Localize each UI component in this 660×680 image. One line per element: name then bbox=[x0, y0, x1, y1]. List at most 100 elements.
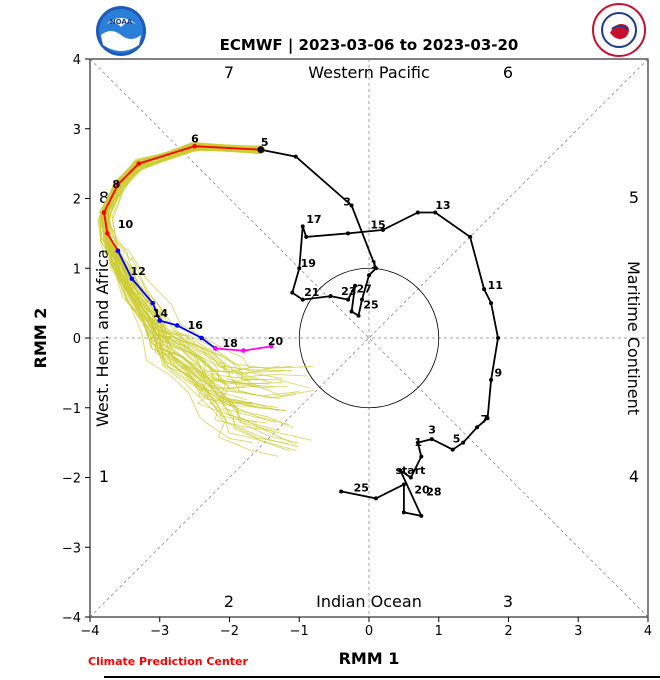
observed-day-label: 3 bbox=[343, 195, 351, 208]
observed-day-label: 9 bbox=[495, 366, 503, 379]
observed-point bbox=[304, 234, 309, 239]
observed-point bbox=[349, 203, 354, 208]
forecast-point bbox=[136, 161, 142, 166]
region-label-top: Western Pacific bbox=[308, 63, 430, 82]
x-tick-label: −4 bbox=[80, 624, 99, 639]
forecast-point bbox=[101, 210, 107, 215]
observed-day-label: 23 bbox=[341, 285, 356, 298]
observed-day-label: 28 bbox=[426, 486, 441, 499]
forecast-day-label: 20 bbox=[268, 335, 284, 348]
observed-day-label: 21 bbox=[304, 286, 319, 299]
observed-point bbox=[461, 440, 466, 445]
observed-day-label: 3 bbox=[428, 424, 436, 437]
forecast-point bbox=[129, 276, 135, 282]
observed-point bbox=[401, 510, 406, 515]
observed-point bbox=[415, 440, 420, 445]
observed-day-label: 20 bbox=[414, 484, 430, 497]
observed-point bbox=[300, 297, 305, 302]
observed-point bbox=[489, 301, 494, 306]
phase-number-8: 8 bbox=[99, 188, 109, 207]
observed-point bbox=[485, 416, 490, 421]
phase-number-7: 7 bbox=[224, 63, 234, 82]
forecast-point bbox=[241, 348, 246, 353]
observed-day-label: 5 bbox=[453, 433, 461, 446]
observed-point bbox=[419, 513, 424, 518]
observed-track bbox=[258, 147, 501, 518]
observed-day-label: start bbox=[396, 464, 426, 477]
observed-point bbox=[408, 475, 413, 480]
ensemble-member-line bbox=[100, 144, 264, 443]
x-tick-label: −3 bbox=[150, 624, 169, 639]
x-axis-label: RMM 1 bbox=[339, 649, 400, 668]
observed-point bbox=[290, 290, 295, 295]
observed-day-label: 19 bbox=[301, 257, 316, 270]
phase-number-3: 3 bbox=[503, 592, 513, 611]
observed-point bbox=[380, 227, 385, 232]
observed-day-label: 27 bbox=[356, 283, 371, 296]
national-weather-service-logo bbox=[592, 3, 646, 57]
observed-point bbox=[373, 266, 378, 271]
observed-day-label: 7 bbox=[481, 413, 489, 426]
phase-number-6: 6 bbox=[503, 63, 513, 82]
observed-series-line bbox=[260, 148, 499, 518]
forecast-point bbox=[269, 344, 274, 349]
phase-number-2: 2 bbox=[224, 592, 234, 611]
observed-day-label: 15 bbox=[370, 218, 385, 231]
region-labels: Western Pacific Indian Ocean West. Hem. … bbox=[93, 63, 643, 611]
observed-day-label: 5 bbox=[261, 136, 269, 149]
observed-point bbox=[373, 496, 378, 501]
y-tick-label: 0 bbox=[73, 332, 81, 347]
phase-numbers: 1 2 3 4 5 6 7 8 bbox=[99, 63, 639, 611]
forecast-point bbox=[174, 323, 180, 328]
observed-point bbox=[339, 489, 344, 494]
x-tick-label: 0 bbox=[365, 624, 373, 639]
ensemble-member-line bbox=[99, 147, 262, 390]
observed-point bbox=[419, 454, 424, 459]
observed-point bbox=[429, 437, 434, 442]
observed-point bbox=[489, 377, 494, 382]
ensemble-member-line bbox=[103, 145, 278, 457]
observed-day-label: 13 bbox=[435, 199, 450, 212]
y-tick-label: −1 bbox=[62, 402, 81, 417]
forecast-point bbox=[150, 300, 156, 306]
observed-point bbox=[349, 309, 354, 314]
observed-point bbox=[401, 482, 406, 487]
observed-point bbox=[367, 273, 371, 278]
phase-number-1: 1 bbox=[99, 467, 109, 486]
svg-text:NOAA: NOAA bbox=[110, 18, 133, 26]
observed-day-label: 1 bbox=[414, 436, 422, 449]
observed-point bbox=[356, 313, 361, 318]
bottom-divider bbox=[104, 676, 660, 678]
observed-point bbox=[450, 447, 455, 452]
ensemble-member-line bbox=[104, 142, 280, 375]
chart-title: ECMWF | 2023-03-06 to 2023-03-20 bbox=[220, 36, 519, 55]
x-tick-label: 3 bbox=[574, 624, 582, 639]
ensemble-tracks bbox=[97, 142, 315, 457]
y-tick-label: 2 bbox=[73, 193, 81, 208]
observed-point bbox=[360, 297, 365, 302]
observed-point bbox=[398, 468, 403, 473]
forecast-point bbox=[213, 346, 218, 351]
phase-number-5: 5 bbox=[629, 188, 639, 207]
unit-circle bbox=[298, 267, 440, 409]
x-tick-label: −1 bbox=[290, 624, 309, 639]
region-label-right: Maritime Continent bbox=[624, 261, 643, 415]
observed-point bbox=[496, 336, 501, 340]
observed-point bbox=[328, 294, 333, 299]
ensemble-member-line bbox=[104, 144, 297, 451]
phase-number-4: 4 bbox=[629, 467, 639, 486]
y-tick-label: 3 bbox=[73, 123, 81, 138]
y-axis-label: RMM 2 bbox=[31, 308, 50, 369]
observed-day-label: 1 bbox=[370, 258, 378, 271]
observed-point bbox=[468, 234, 473, 239]
observed-day-label: 17 bbox=[306, 213, 321, 226]
observed-point bbox=[415, 210, 420, 215]
x-axis-ticks: −4 −3 −2 −1 0 1 2 3 4 bbox=[80, 617, 652, 639]
forecast-day-label: 8 bbox=[112, 178, 120, 191]
forecast-track bbox=[101, 143, 274, 353]
forecast-day-label: 6 bbox=[191, 133, 199, 146]
observed-point bbox=[433, 210, 438, 215]
observed-point bbox=[297, 266, 302, 271]
observed-point bbox=[293, 154, 298, 159]
